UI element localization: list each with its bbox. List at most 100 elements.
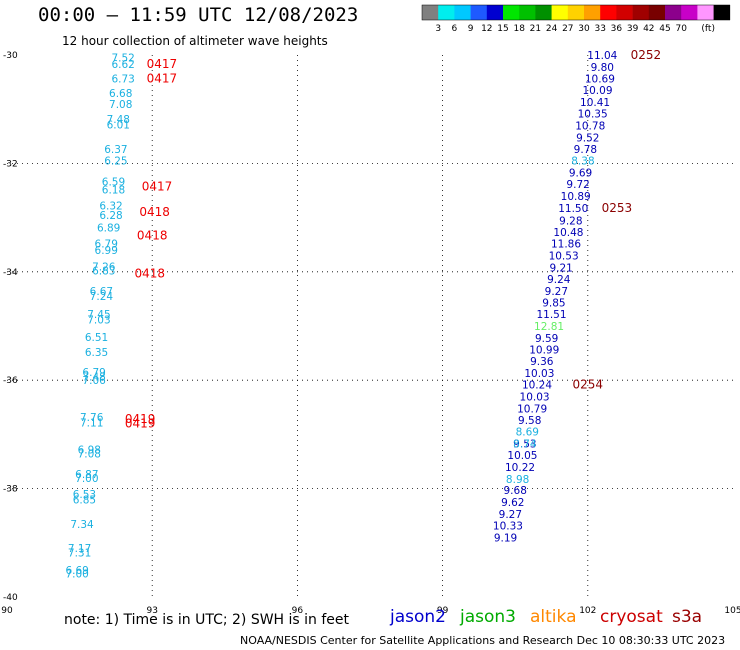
wave-height-label: 10.24 — [522, 380, 552, 392]
colorbar-swatch — [535, 5, 552, 20]
wave-height-label: 11.86 — [551, 239, 581, 251]
wave-height-label: 9.53 — [513, 439, 536, 451]
colorbar-swatch — [697, 5, 714, 20]
wave-height-label: 9.62 — [501, 497, 524, 509]
colorbar-label: 24 — [546, 24, 558, 34]
plot-grid — [7, 55, 733, 597]
colorbar-label: 42 — [643, 24, 654, 34]
wave-height-label: 6.87 — [75, 469, 98, 481]
wave-height-label: 9.80 — [591, 62, 614, 74]
wave-height-label: 10.03 — [520, 391, 550, 403]
wave-height-label: 7.00 — [65, 569, 88, 581]
wave-height-label: 6.69 — [65, 565, 88, 577]
colorbar-swatch — [454, 5, 471, 20]
wave-height-label: 6.62 — [111, 59, 134, 71]
wave-height-label: 9.52 — [576, 132, 599, 144]
wave-height-label: 7.45 — [87, 309, 110, 321]
wave-height-label: 9.72 — [566, 179, 589, 191]
wave-height-label: 7.34 — [70, 519, 94, 531]
y-tick-label: -38 — [3, 485, 18, 495]
legend-s3a: s3a — [672, 607, 703, 627]
page-title: 00:00 – 11:59 UTC 12/08/2023 — [38, 4, 359, 26]
axis-ticks: 90 93 96 99 102 105 -30 -32 -34 -36 -38 -40 — [1, 51, 740, 616]
wave-height-label: 9.58 — [518, 415, 541, 427]
wave-height-label: 10.79 — [517, 403, 547, 415]
colorbar-label: 36 — [611, 24, 623, 34]
page-subtitle: 12 hour collection of altimeter wave hei… — [62, 34, 328, 48]
wave-height-label: 6.98 — [78, 445, 101, 457]
colorbar-label: 9 — [468, 24, 474, 34]
time-label: 0253 — [602, 201, 633, 215]
wave-height-label: 7.06 — [82, 375, 106, 387]
wave-height-label: 6.51 — [85, 332, 108, 344]
colorbar-swatch — [648, 5, 666, 20]
time-label: 0254 — [573, 378, 604, 392]
wave-height-label: 9.69 — [569, 168, 592, 180]
colorbar-swatch — [519, 5, 536, 20]
wave-height-label: 7.17 — [68, 543, 91, 555]
colorbar-label: 12 — [481, 24, 492, 34]
wave-height-label: 8.69 — [516, 427, 539, 439]
wave-height-label: 6.28 — [99, 210, 122, 222]
wave-height-label: 6.68 — [109, 88, 132, 100]
colorbar-swatch — [600, 5, 617, 20]
time-label: 0418 — [135, 266, 166, 280]
colorbar-swatch — [632, 5, 650, 20]
wave-height-label: 7.08 — [78, 448, 101, 460]
wave-height-label: 6.37 — [104, 144, 127, 156]
wave-height-label: 10.22 — [505, 462, 535, 474]
wave-height-label: 7.48 — [82, 371, 105, 383]
wave-height-label: 6.89 — [97, 222, 120, 234]
wave-height-label: 7.03 — [87, 314, 110, 326]
x-tick-label: 96 — [292, 606, 304, 616]
colorbar-swatch — [713, 5, 731, 20]
x-tick-label: 102 — [579, 606, 596, 616]
wave-height-label: 6.35 — [85, 347, 108, 359]
x-tick-label: 93 — [146, 606, 157, 616]
colorbar-swatch — [616, 5, 633, 20]
wave-height-label: 7.31 — [68, 548, 91, 560]
wave-height-label: 11.50 — [558, 203, 588, 215]
time-label: 0417 — [147, 57, 178, 71]
time-label: 0418 — [139, 205, 170, 219]
wave-height-label: 6.25 — [104, 156, 127, 168]
legend-jason3: jason3 — [460, 607, 516, 627]
wave-height-label: 10.05 — [507, 450, 537, 462]
x-tick-label: 90 — [1, 606, 13, 616]
time-label: 0252 — [631, 48, 662, 62]
footer-note: note: 1) Time is in UTC; 2) SWH is in fe… — [64, 612, 350, 628]
colorbar-swatch — [486, 5, 504, 20]
colorbar-label: 21 — [530, 24, 541, 34]
colorbar-swatch — [422, 5, 439, 20]
wave-height-label: 6.83 — [92, 266, 115, 278]
colorbar-label: 39 — [627, 24, 639, 34]
colorbar-swatch — [567, 5, 585, 20]
colorbar-swatch — [681, 5, 698, 20]
colorbar-label: 27 — [562, 24, 573, 34]
wave-height-label: 11.51 — [536, 309, 566, 321]
wave-height-label: 7.24 — [90, 291, 114, 303]
wave-height-label: 6.59 — [102, 176, 125, 188]
wave-height-label: 6.01 — [107, 119, 130, 131]
wave-height-label: 10.89 — [561, 191, 591, 203]
y-tick-label: -36 — [3, 376, 18, 386]
time-label: 0417 — [147, 71, 178, 85]
y-tick-label: -30 — [3, 51, 18, 61]
time-label: 0418 — [137, 228, 168, 242]
wave-height-label: 9.19 — [494, 532, 517, 544]
wave-height-label: 6.79 — [82, 367, 105, 379]
colorbar-label: 70 — [675, 24, 687, 34]
wave-height-label: 7.08 — [109, 99, 132, 111]
time-label: 0419 — [125, 412, 156, 426]
wave-height-label: 6.67 — [90, 286, 113, 298]
y-tick-label: -32 — [3, 159, 18, 169]
wave-height-label: 7.48 — [107, 114, 130, 126]
colorbar-swatch — [438, 5, 455, 20]
wave-height-label: 9.68 — [504, 485, 527, 497]
wave-height-label: 9.27 — [545, 286, 568, 298]
wave-height-label: 6.99 — [95, 245, 118, 257]
wave-height-label: 10.33 — [493, 520, 523, 532]
x-tick-label: 105 — [724, 606, 740, 616]
wave-height-label: 9.28 — [559, 215, 582, 227]
time-label: 0417 — [142, 180, 173, 194]
